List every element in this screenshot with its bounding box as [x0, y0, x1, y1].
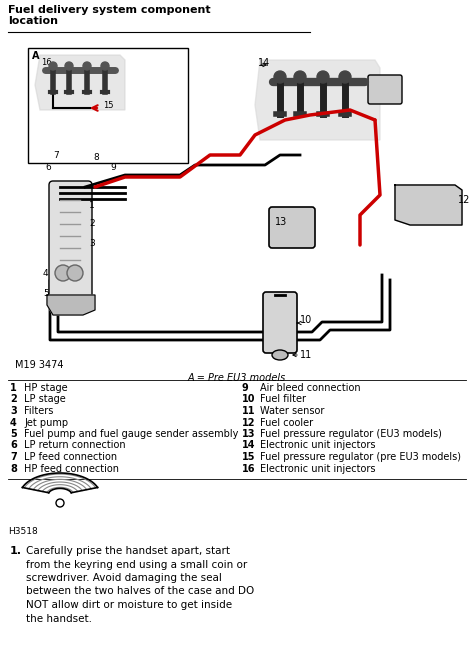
- Text: 2: 2: [10, 395, 17, 405]
- Text: 1.: 1.: [10, 546, 22, 556]
- Text: the handset.: the handset.: [26, 613, 92, 623]
- Text: Carefully prise the handset apart, start: Carefully prise the handset apart, start: [26, 546, 230, 556]
- Text: 16: 16: [242, 464, 255, 474]
- Polygon shape: [47, 295, 95, 315]
- Text: 11: 11: [300, 350, 312, 360]
- Text: screwdriver. Avoid damaging the seal: screwdriver. Avoid damaging the seal: [26, 573, 222, 583]
- Text: Jet pump: Jet pump: [24, 418, 68, 428]
- Ellipse shape: [272, 350, 288, 360]
- Text: Fuel cooler: Fuel cooler: [260, 418, 313, 428]
- Text: H3518: H3518: [8, 527, 38, 536]
- Circle shape: [83, 62, 91, 70]
- Circle shape: [317, 71, 329, 83]
- Text: 5: 5: [43, 289, 49, 297]
- Text: 2: 2: [89, 218, 95, 228]
- Text: 14: 14: [258, 58, 270, 68]
- Circle shape: [67, 265, 83, 281]
- Text: from the keyring end using a small coin or: from the keyring end using a small coin …: [26, 560, 247, 570]
- Text: Water sensor: Water sensor: [260, 406, 324, 416]
- Polygon shape: [35, 55, 125, 110]
- Text: Electronic unit injectors: Electronic unit injectors: [260, 464, 375, 474]
- Circle shape: [56, 499, 64, 507]
- Circle shape: [294, 71, 306, 83]
- Bar: [28, 48, 188, 163]
- Circle shape: [55, 265, 71, 281]
- Circle shape: [65, 62, 73, 70]
- Text: 12: 12: [458, 195, 470, 205]
- Text: HP feed connection: HP feed connection: [24, 464, 119, 474]
- Text: 16: 16: [41, 58, 52, 67]
- Text: Fuel filter: Fuel filter: [260, 395, 306, 405]
- Circle shape: [101, 62, 109, 70]
- Text: Fuel pump and fuel gauge sender assembly: Fuel pump and fuel gauge sender assembly: [24, 429, 238, 439]
- Text: Air bleed connection: Air bleed connection: [260, 383, 361, 393]
- Text: LP return connection: LP return connection: [24, 440, 126, 450]
- Text: 1: 1: [10, 383, 17, 393]
- Text: Fuel pressure regulator (pre EU3 models): Fuel pressure regulator (pre EU3 models): [260, 452, 461, 462]
- Text: 10: 10: [242, 395, 255, 405]
- Text: LP stage: LP stage: [24, 395, 66, 405]
- Text: 6: 6: [10, 440, 17, 450]
- Text: Fuel delivery system component: Fuel delivery system component: [8, 5, 210, 15]
- Text: 14: 14: [242, 440, 255, 450]
- FancyBboxPatch shape: [49, 181, 92, 299]
- Text: Fuel pressure regulator (EU3 models): Fuel pressure regulator (EU3 models): [260, 429, 442, 439]
- Text: 8: 8: [10, 464, 17, 474]
- Text: 11: 11: [242, 406, 255, 416]
- Text: 13: 13: [242, 429, 255, 439]
- Text: Filters: Filters: [24, 406, 54, 416]
- Text: 12: 12: [242, 418, 255, 428]
- Text: 7: 7: [10, 452, 17, 462]
- Text: 13: 13: [275, 217, 287, 227]
- Text: 10: 10: [300, 315, 312, 325]
- Text: LP feed connection: LP feed connection: [24, 452, 117, 462]
- Text: 8: 8: [93, 152, 99, 162]
- Text: NOT allow dirt or moisture to get inside: NOT allow dirt or moisture to get inside: [26, 600, 232, 610]
- Polygon shape: [255, 60, 380, 140]
- Text: A: A: [32, 51, 39, 61]
- FancyBboxPatch shape: [269, 207, 315, 248]
- Text: M19 3474: M19 3474: [15, 360, 64, 370]
- Text: 9: 9: [110, 162, 116, 172]
- Text: between the two halves of the case and DO: between the two halves of the case and D…: [26, 587, 254, 597]
- Text: HP stage: HP stage: [24, 383, 68, 393]
- Text: Electronic unit injectors: Electronic unit injectors: [260, 440, 375, 450]
- Text: 6: 6: [45, 162, 51, 172]
- Text: 4: 4: [43, 269, 49, 277]
- Text: 1: 1: [89, 200, 95, 210]
- Text: 4: 4: [10, 418, 17, 428]
- FancyBboxPatch shape: [368, 75, 402, 104]
- FancyBboxPatch shape: [263, 292, 297, 353]
- Text: 3: 3: [10, 406, 17, 416]
- Polygon shape: [395, 185, 462, 225]
- Text: location: location: [8, 16, 58, 26]
- Text: A = Pre EU3 models: A = Pre EU3 models: [188, 373, 286, 383]
- Text: 15: 15: [103, 102, 113, 110]
- Circle shape: [274, 71, 286, 83]
- Text: 5: 5: [10, 429, 17, 439]
- Text: 3: 3: [89, 238, 95, 248]
- Text: 7: 7: [53, 150, 59, 160]
- Text: 15: 15: [242, 452, 255, 462]
- Text: 9: 9: [242, 383, 249, 393]
- Circle shape: [49, 62, 57, 70]
- Circle shape: [339, 71, 351, 83]
